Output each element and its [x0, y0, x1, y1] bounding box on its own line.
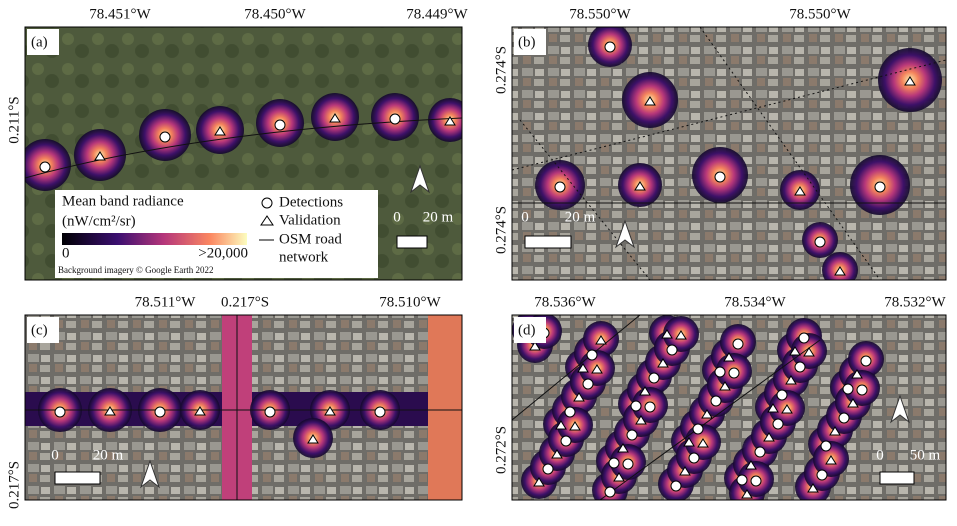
detection-marker — [627, 430, 637, 440]
detection-marker — [773, 419, 783, 429]
detection-marker — [645, 402, 655, 412]
figure: (a)78.451°W78.450°W78.449°W0.211°S020 m(… — [0, 0, 957, 526]
detection-marker — [857, 385, 867, 395]
detection-marker — [160, 132, 170, 142]
legend-validation-label: Validation — [279, 212, 341, 228]
detection-marker — [689, 453, 699, 463]
latitude-label: 0.211°S — [6, 96, 22, 144]
scale-length: 20 m — [93, 447, 124, 463]
longitude-label: 78.550°W — [569, 6, 631, 22]
detection-marker — [555, 182, 565, 192]
map-panel: (b) 78.550°W 78.550°W 0.274°S 0.274°S 0 20 m — [493, 6, 946, 288]
detection-marker — [667, 345, 677, 355]
detection-marker — [40, 162, 50, 172]
detection-marker — [693, 424, 703, 434]
longitude-label: 78.534°W — [724, 294, 786, 310]
road-band — [428, 315, 462, 500]
legend-road-label: OSM road — [279, 231, 342, 247]
credit: Background imagery © Google Earth 2022 — [58, 265, 214, 275]
colorbar — [62, 233, 247, 245]
detection-marker — [605, 487, 615, 497]
legend-unit: (nW/cm²/sr) — [62, 213, 136, 229]
detection-marker — [799, 333, 809, 343]
longitude-label: 78.532°W — [884, 294, 946, 310]
detection-marker — [815, 237, 825, 247]
scale-length: 50 m — [910, 447, 941, 463]
panel-label: (b) — [518, 34, 536, 50]
detection-marker — [861, 356, 871, 366]
detection-marker — [583, 379, 593, 389]
map-panel: (d) 78.536°W 78.534°W 78.532°W 0.272°S 0 50 m — [493, 294, 946, 511]
detection-marker — [821, 441, 831, 451]
legend: Mean band radiance (nW/cm²/sr) 0 >20,000 Det… — [55, 190, 378, 278]
legend-detections: Detections — [279, 194, 343, 210]
panel-label: (c) — [31, 322, 48, 338]
detection-marker — [649, 373, 659, 383]
detection-marker — [671, 481, 681, 491]
detection-marker — [777, 390, 787, 400]
detection-marker — [733, 339, 743, 349]
detection-marker — [390, 114, 400, 124]
latitude-label: 0.274°S — [493, 46, 509, 94]
longitude-label: 78.449°W — [406, 6, 468, 22]
map-panel: (c) 78.511°W 0.217°S 78.510°W 0.217°S 0 20 m — [6, 294, 462, 509]
detection-marker — [755, 447, 765, 457]
detection-marker — [587, 350, 597, 360]
detection-marker — [543, 464, 553, 474]
detection-marker — [839, 413, 849, 423]
detection-marker — [817, 470, 827, 480]
scale-zero: 0 — [51, 447, 59, 463]
scale-bar — [397, 236, 427, 248]
panel-label: (a) — [31, 34, 48, 50]
scale-bar — [55, 472, 100, 484]
latitude-label: 0.217°S — [6, 461, 22, 509]
scale-zero: 0 — [393, 209, 401, 225]
longitude-label: 78.510°W — [379, 294, 441, 310]
detection-marker — [631, 401, 641, 411]
detection-marker — [737, 475, 747, 485]
detection-marker — [155, 407, 165, 417]
legend-road-label: network — [279, 249, 329, 265]
colorbar-min: 0 — [62, 245, 70, 261]
detection-marker — [729, 368, 739, 378]
longitude-label: 0.217°S — [221, 294, 269, 310]
scale-zero: 0 — [876, 447, 884, 463]
detection-marker — [843, 384, 853, 394]
detection-marker — [55, 407, 65, 417]
panel-label: (d) — [518, 322, 536, 338]
longitude-label: 78.511°W — [135, 294, 197, 310]
longitude-label: 78.451°W — [89, 6, 151, 22]
legend-title: Mean band radiance — [62, 193, 184, 209]
detection-marker — [623, 459, 633, 469]
scale-bar — [880, 472, 914, 484]
legend-detection — [262, 198, 272, 208]
detection-marker — [561, 436, 571, 446]
detection-marker — [795, 362, 805, 372]
detection-marker — [751, 476, 761, 486]
detection-marker — [711, 396, 721, 406]
scale-bar — [525, 236, 571, 248]
scale-zero: 0 — [521, 209, 529, 225]
detection-marker — [265, 407, 275, 417]
detection-marker — [875, 182, 885, 192]
colorbar-max: >20,000 — [198, 245, 248, 261]
detection-marker — [609, 458, 619, 468]
latitude-label: 0.272°S — [493, 426, 509, 474]
detection-marker — [715, 172, 725, 182]
detection-marker — [715, 367, 725, 377]
detection-marker — [565, 407, 575, 417]
scale-length: 20 m — [423, 209, 454, 225]
longitude-label: 78.536°W — [534, 294, 596, 310]
detection-marker — [375, 407, 385, 417]
latitude-label: 0.274°S — [493, 206, 509, 254]
detection-marker — [605, 42, 615, 52]
detection-marker — [275, 120, 285, 130]
longitude-label: 78.550°W — [789, 6, 851, 22]
longitude-label: 78.450°W — [244, 6, 306, 22]
scale-length: 20 m — [565, 209, 596, 225]
panel-content — [512, 23, 946, 288]
